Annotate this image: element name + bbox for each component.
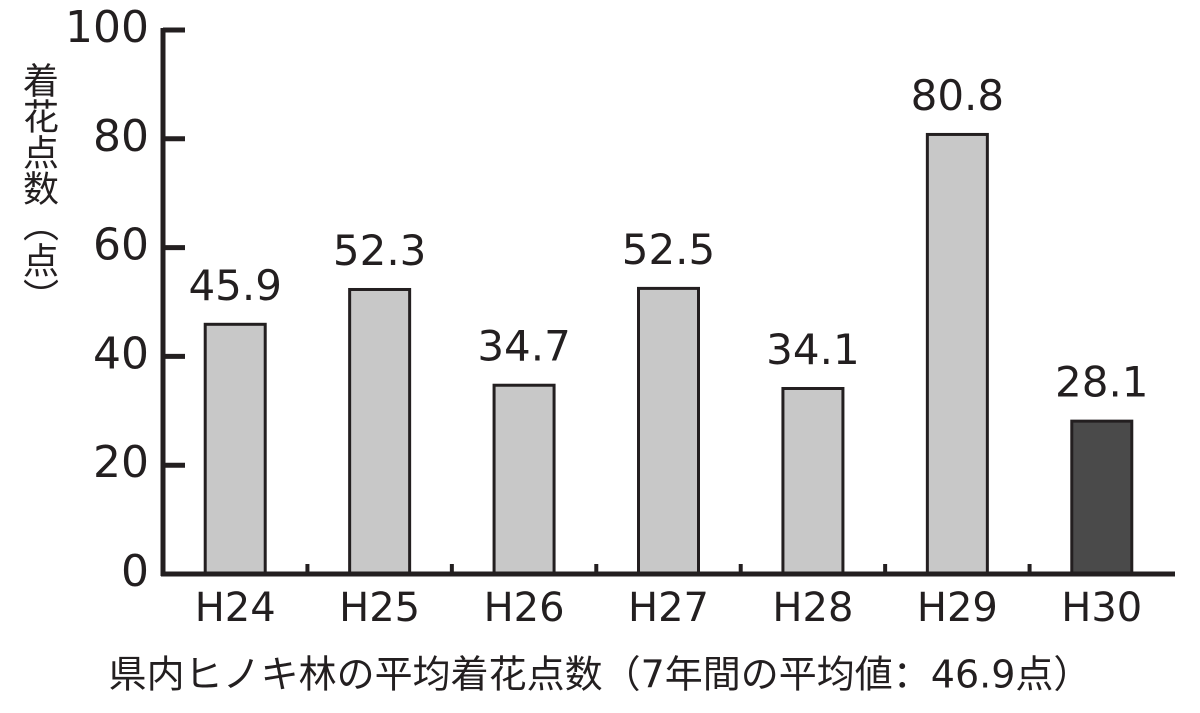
caption: 県内ヒノキ林の平均着花点数（7年間の平均値：46.9点） (109, 653, 1092, 697)
value-label: 80.8 (911, 71, 1005, 120)
y-tick-label: 0 (121, 546, 149, 597)
bar (781, 386, 845, 576)
x-tick-label: H26 (484, 585, 565, 631)
y-tick-label: 60 (93, 220, 149, 271)
value-label: 34.7 (477, 322, 571, 371)
value-label: 34.1 (766, 325, 860, 374)
x-tick-label: H27 (628, 585, 709, 631)
bar (348, 287, 412, 576)
y-axis-label: 着花点数（点） (17, 62, 59, 314)
bar (203, 322, 267, 576)
value-label: 52.3 (333, 226, 427, 275)
x-tick-label: H24 (195, 585, 276, 631)
y-tick-label: 80 (93, 111, 149, 162)
bar (1070, 419, 1134, 576)
bar (925, 132, 989, 576)
x-tick-label: H28 (772, 585, 853, 631)
y-tick-label: 20 (93, 437, 149, 488)
x-tick-label: H29 (917, 585, 998, 631)
x-tick-label: H25 (339, 585, 420, 631)
y-tick-label: 40 (93, 328, 149, 379)
value-label: 45.9 (188, 261, 282, 310)
x-tick-label: H30 (1061, 585, 1142, 631)
y-tick-label: 100 (65, 2, 149, 53)
bar (492, 383, 556, 576)
bar (637, 286, 700, 576)
value-label: 52.5 (622, 225, 716, 274)
value-label: 28.1 (1055, 358, 1149, 407)
